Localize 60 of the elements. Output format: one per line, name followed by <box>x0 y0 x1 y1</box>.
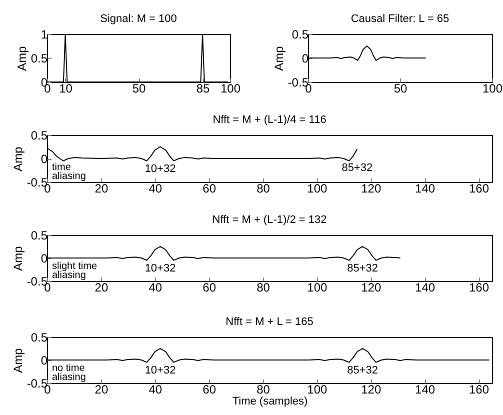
chart-title: Nfft = M + (L-1)/2 = 132 <box>212 214 327 226</box>
x-tick-label: 40 <box>148 280 162 294</box>
y-axis-title: Amp <box>10 348 25 373</box>
x-tick-label: 60 <box>202 280 216 294</box>
x-tick-label: 20 <box>94 182 108 196</box>
x-tick-label: 160 <box>469 382 490 396</box>
x-tick-label: 85 <box>196 82 210 96</box>
x-tick-label: 60 <box>202 182 216 196</box>
y-tick-label: 0 <box>40 354 48 368</box>
y-tick-label: 0.5 <box>30 330 48 344</box>
y-axis-title: Amp <box>272 46 286 71</box>
x-tick-label: 140 <box>415 382 436 396</box>
x-tick-label: 20 <box>94 382 108 396</box>
x-tick-label: 100 <box>307 382 328 396</box>
x-tick-label: 100 <box>307 280 328 294</box>
x-tick-label: 120 <box>361 382 382 396</box>
annotation: 10+32 <box>144 364 176 376</box>
x-tick-label: 10 <box>59 82 73 96</box>
annotation: slight time aliasing <box>52 261 98 281</box>
x-tick-label: 80 <box>256 382 270 396</box>
annotation: no time aliasing <box>52 363 86 383</box>
x-tick-label: 140 <box>415 280 436 294</box>
annotation: 85+32 <box>347 364 378 376</box>
y-axis-title: Amp <box>10 246 25 271</box>
y-tick-label: 0 <box>40 252 48 266</box>
x-tick-label: 80 <box>256 280 270 294</box>
y-tick-label: 1 <box>40 28 48 42</box>
x-tick-label: 50 <box>394 82 408 96</box>
y-tick-label: 0 <box>40 152 48 166</box>
x-tick-label: 120 <box>361 182 382 196</box>
x-tick-label: 120 <box>361 280 382 294</box>
y-tick-label: 0.5 <box>30 128 48 142</box>
x-tick-label: 140 <box>415 182 436 196</box>
y-axis-title: Amp <box>10 146 25 172</box>
y-axis-title: Amp <box>14 46 29 71</box>
x-tick-label: 20 <box>94 280 108 294</box>
y-tick-label: 0 <box>302 52 309 66</box>
x-tick-label: 40 <box>148 182 162 196</box>
annotation: time aliasing <box>52 162 86 182</box>
x-tick-label: 80 <box>256 182 270 196</box>
chart-title: Causal Filter: L = 65 <box>350 13 450 25</box>
x-tick-label: 40 <box>148 382 162 396</box>
annotation: 85+32 <box>347 262 378 274</box>
y-tick-label: 0.5 <box>30 52 48 66</box>
x-tick-label: 100 <box>307 182 328 196</box>
annotation: 10+32 <box>144 262 176 274</box>
chart-title: Nfft = M + L = 165 <box>226 316 314 328</box>
x-tick-label: 50 <box>132 82 146 96</box>
annotation: 10+32 <box>144 162 176 175</box>
chart-title: Nfft = M + (L-1)/4 = 116 <box>212 114 326 126</box>
x-tick-label: 160 <box>469 280 490 294</box>
chart-title: Signal: M = 100 <box>100 13 177 25</box>
y-tick-label: 0.5 <box>30 228 48 242</box>
x-tick-label: 100 <box>482 82 503 96</box>
annotation: 85+32 <box>342 162 373 174</box>
x-tick-label: 100 <box>220 82 241 96</box>
x-tick-label: 160 <box>469 182 490 196</box>
y-tick-label: 0.5 <box>292 28 309 42</box>
x-axis-title: Time (samples) <box>232 396 308 408</box>
x-tick-label: 60 <box>202 382 216 396</box>
